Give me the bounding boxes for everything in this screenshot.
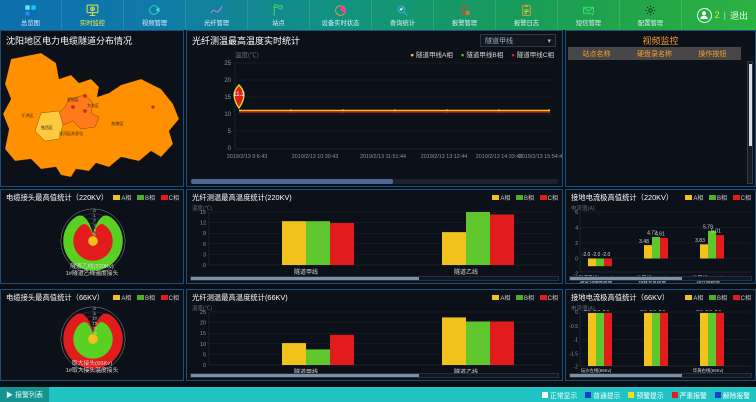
svg-text:5: 5: [203, 352, 206, 358]
svg-text:-2.0 -2.0 -2.0: -2.0 -2.0 -2.0: [695, 310, 722, 312]
svg-text:3.83: 3.83: [695, 238, 705, 244]
svg-text:11.2: 11.2: [233, 92, 245, 98]
svg-text:2: 2: [575, 241, 578, 247]
svg-text:-2.0 -2.0 -2.0: -2.0 -2.0 -2.0: [583, 310, 610, 312]
svg-text:-1: -1: [574, 338, 579, 344]
svg-text:5: 5: [228, 129, 232, 135]
svg-text:2019/2/13 14:33:45: 2019/2/13 14:33:45: [476, 154, 522, 160]
svg-text:12: 12: [200, 221, 206, 227]
svg-text:15: 15: [224, 95, 231, 101]
svg-text:2019/2/13 11:51:44: 2019/2/13 11:51:44: [360, 154, 406, 160]
svg-text:3: 3: [203, 252, 206, 258]
svg-text:10: 10: [224, 112, 231, 118]
svg-text:于洪区: 于洪区: [21, 112, 34, 119]
svg-text:0: 0: [203, 363, 206, 369]
svg-text:-2.0 -2.0 -2.0: -2.0 -2.0 -2.0: [582, 252, 611, 258]
svg-text:皇姑区: 皇姑区: [67, 96, 79, 102]
svg-text:5.01: 5.01: [711, 229, 721, 235]
svg-text:2019/2/13 10:30:43: 2019/2/13 10:30:43: [292, 154, 338, 160]
svg-text:东陵区: 东陵区: [111, 120, 124, 127]
svg-text:10: 10: [200, 342, 206, 348]
svg-text:6: 6: [203, 242, 206, 248]
svg-text:2019/2/13 15:54:45: 2019/2/13 15:54:45: [519, 154, 563, 160]
svg-text:4: 4: [575, 226, 578, 232]
svg-text:9: 9: [203, 231, 206, 237]
svg-text:15: 15: [200, 331, 206, 337]
svg-text:大东区: 大东区: [87, 102, 99, 108]
svg-text:隧道甲线: 隧道甲线: [294, 268, 318, 276]
svg-text:6: 6: [575, 210, 578, 216]
svg-text:2019/2/13 9:6:43: 2019/2/13 9:6:43: [227, 154, 267, 160]
svg-text:4.61: 4.61: [655, 232, 665, 238]
svg-text:20: 20: [224, 78, 231, 84]
svg-text:-1.5: -1.5: [569, 351, 578, 357]
svg-text:-2.0 -2.0 -2.0: -2.0 -2.0 -2.0: [639, 310, 666, 312]
svg-text:铁西区: 铁西区: [41, 124, 53, 130]
svg-text:隧道乙线: 隧道乙线: [454, 268, 478, 276]
svg-text:0: 0: [228, 146, 232, 152]
svg-text:20: 20: [200, 321, 206, 327]
svg-text:0: 0: [203, 263, 206, 269]
svg-text:25: 25: [224, 61, 231, 67]
svg-text:15: 15: [200, 210, 206, 216]
svg-text:-2: -2: [574, 365, 579, 371]
svg-text:沈河区苏家屯: 沈河区苏家屯: [59, 130, 83, 136]
svg-text:25: 25: [200, 310, 206, 316]
svg-text:0: 0: [575, 257, 578, 263]
svg-text:0: 0: [575, 310, 578, 316]
svg-text:-0.5: -0.5: [569, 324, 578, 330]
svg-text:3.48: 3.48: [639, 239, 649, 245]
svg-text:2019/2/13 13:12:44: 2019/2/13 13:12:44: [421, 154, 467, 160]
